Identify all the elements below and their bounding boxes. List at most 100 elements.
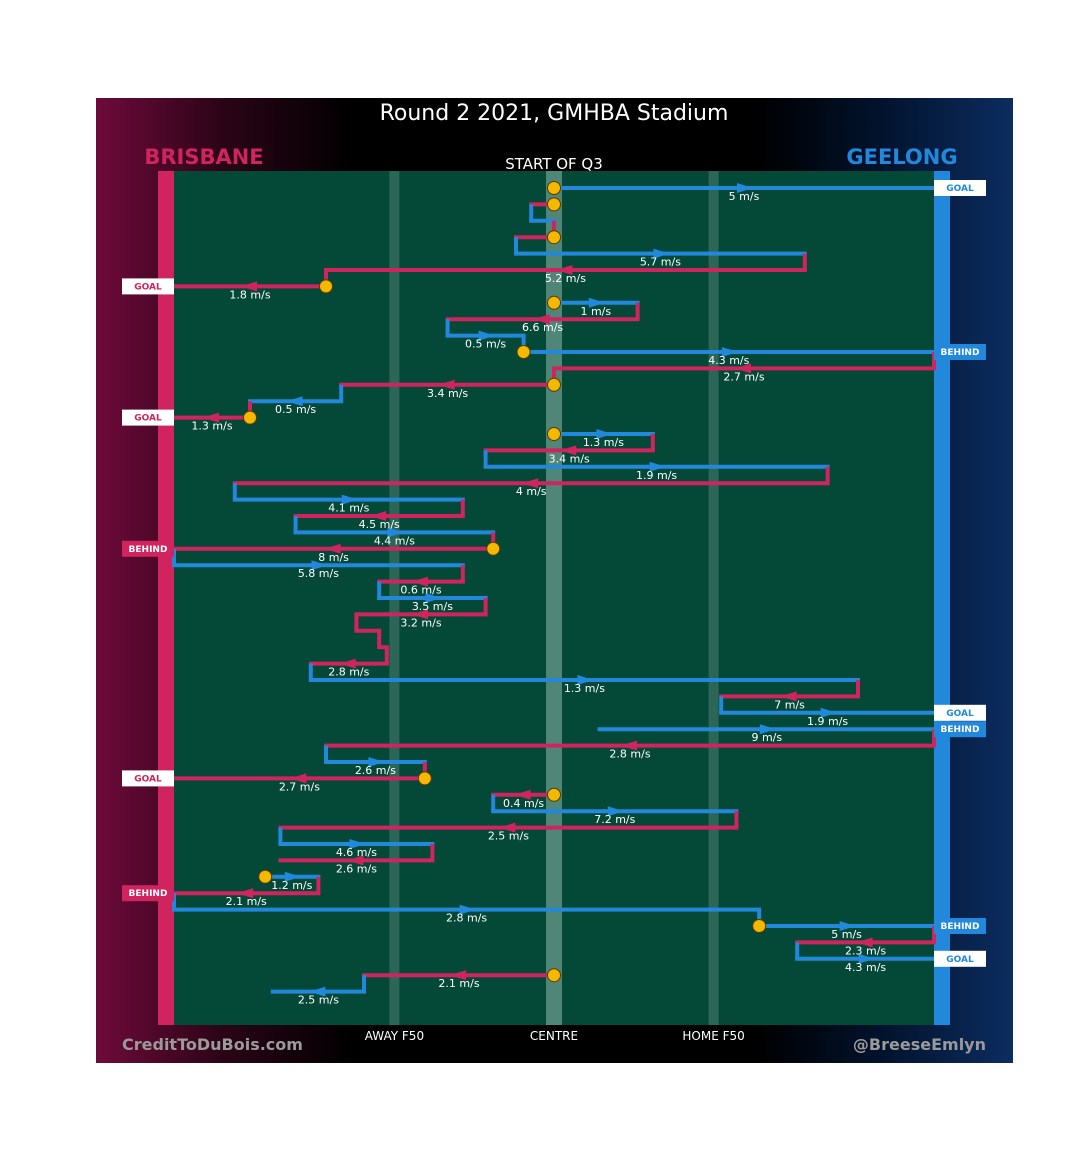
speed-label: 3.5 m/s	[412, 600, 453, 613]
ball-up-marker	[547, 181, 561, 195]
geelong-end-bar	[934, 171, 950, 1025]
outcome-badge-text: GOAL	[946, 184, 974, 194]
outcome-badge-box	[934, 704, 986, 721]
outcome-badge-text: GOAL	[134, 282, 162, 292]
direction-arrow	[820, 707, 837, 718]
direction-arrow	[856, 937, 873, 948]
direction-arrow	[387, 527, 404, 538]
direction-arrow	[412, 609, 428, 620]
direction-arrow	[522, 478, 539, 489]
outcome-badge-text: GOAL	[946, 709, 974, 719]
speed-label: 4.6 m/s	[336, 846, 377, 859]
ball-up-marker	[417, 771, 432, 786]
direction-arrow	[499, 822, 516, 833]
direction-arrow	[290, 773, 307, 784]
direction-arrow	[533, 314, 550, 325]
ball-up-marker	[547, 787, 561, 802]
speed-label: 1.9 m/s	[636, 469, 677, 482]
outcome-badge-text: GOAL	[946, 955, 974, 965]
speed-label: 1.3 m/s	[583, 436, 624, 449]
outcome-badge-text: GOAL	[134, 414, 162, 424]
team-left-name: BRISBANE	[144, 145, 263, 169]
speed-label: 2.8 m/s	[609, 748, 650, 761]
speed-label: 3.2 m/s	[400, 616, 441, 629]
speed-label: 1 m/s	[580, 305, 611, 318]
direction-arrow	[653, 248, 670, 259]
credit-right: @BreeseEmlyn	[853, 1035, 986, 1054]
speed-label: 5 m/s	[831, 928, 862, 941]
direction-arrow	[588, 297, 605, 308]
speed-label: 4.1 m/s	[328, 502, 369, 515]
speed-label: 2.5 m/s	[298, 994, 339, 1007]
speed-label: 2.8 m/s	[328, 666, 369, 679]
direction-arrow	[203, 412, 219, 423]
outcome-badge-text: BEHIND	[129, 889, 168, 899]
speed-label: 5.8 m/s	[298, 567, 339, 580]
speed-label: 4.3 m/s	[845, 961, 886, 974]
speed-label: 2.6 m/s	[336, 862, 377, 875]
direction-arrow	[607, 806, 624, 817]
outcome-badge-text: BEHIND	[941, 922, 980, 932]
direction-arrow	[839, 921, 856, 931]
outcome-badge-text: BEHIND	[129, 545, 168, 555]
outcome-badge-box	[934, 918, 986, 934]
speed-label: 2.6 m/s	[355, 764, 396, 777]
x-tick-label: HOME F50	[682, 1029, 744, 1043]
direction-arrow	[780, 691, 797, 702]
speed-label: 4.5 m/s	[359, 518, 400, 531]
speed-label: 1.9 m/s	[807, 715, 848, 728]
speed-label: 5.2 m/s	[545, 272, 586, 285]
outcome-badge-box	[934, 721, 986, 738]
speed-label: 6.6 m/s	[522, 321, 563, 334]
direction-arrow	[368, 757, 385, 767]
ball-up-marker	[486, 541, 501, 556]
direction-arrow	[759, 724, 776, 735]
direction-arrow	[556, 265, 573, 275]
speed-label: 7 m/s	[774, 698, 805, 711]
outcome-badge-box	[934, 180, 986, 196]
speed-label: 0.5 m/s	[275, 403, 316, 416]
speed-label: 0.4 m/s	[503, 797, 544, 810]
direction-arrow	[309, 986, 326, 997]
direction-arrow	[412, 576, 428, 587]
credit-left: CreditToDuBois.com	[122, 1035, 303, 1054]
outcome-badge-box	[122, 540, 174, 557]
direction-arrow	[438, 379, 455, 390]
team-right-name: GEELONG	[846, 145, 957, 169]
outcome-badge-text: BEHIND	[941, 348, 980, 358]
direction-arrow	[514, 789, 531, 800]
direction-arrow	[577, 675, 594, 685]
speed-label: 2.1 m/s	[438, 977, 479, 990]
ball-up-marker	[258, 869, 273, 884]
speed-label: 1.3 m/s	[191, 420, 232, 433]
speed-label: 4 m/s	[516, 485, 547, 498]
speed-label: 2.1 m/s	[226, 895, 267, 908]
speed-label: 9 m/s	[751, 731, 782, 744]
ball-up-marker	[243, 410, 257, 425]
chart: 5 m/s 5.7 m/s 5.2 m/s 1.8 m/s 1 m/s 6.6 m/s 0.…	[122, 101, 986, 1054]
speed-label: 4.4 m/s	[374, 534, 415, 547]
direction-arrow	[459, 904, 476, 915]
ball-up-marker	[547, 230, 561, 245]
speed-label: 3.4 m/s	[549, 452, 590, 465]
ball-up-marker	[516, 345, 531, 359]
outcome-badge-text: GOAL	[134, 774, 162, 784]
speed-label: 5 m/s	[729, 190, 760, 203]
ball-up-marker	[547, 295, 561, 310]
direction-arrow	[858, 953, 875, 964]
direction-arrow	[339, 658, 356, 669]
speed-label: 2.5 m/s	[488, 830, 529, 843]
ball-up-marker	[547, 377, 561, 392]
speed-labels: 5 m/s 5.7 m/s 5.2 m/s 1.8 m/s 1 m/s 6.6 m/s 0.…	[191, 190, 886, 1007]
x-tick-label: AWAY F50	[365, 1029, 424, 1043]
direction-arrow	[737, 183, 753, 193]
zone-line-2	[708, 171, 719, 1025]
speed-label: 0.5 m/s	[465, 338, 506, 351]
ball-markers	[243, 181, 767, 983]
outcome-badge-box	[122, 770, 174, 787]
direction-arrow	[237, 888, 254, 899]
direction-arrow	[311, 560, 328, 571]
speed-label: 2.7 m/s	[723, 370, 764, 383]
direction-arrow	[347, 855, 364, 866]
ball-up-marker	[547, 968, 561, 983]
